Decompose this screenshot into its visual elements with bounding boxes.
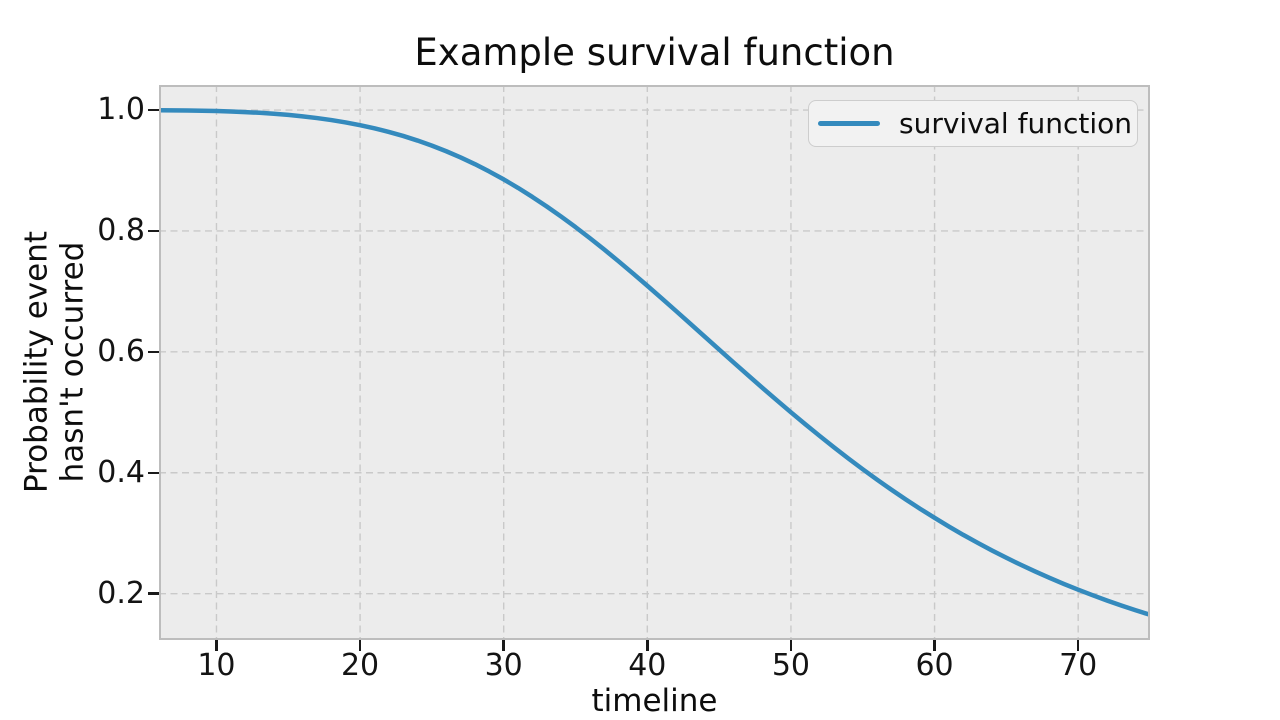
plot-area: survival function <box>159 85 1150 640</box>
x-tick-label: 20 <box>340 648 380 683</box>
y-tick-mark <box>148 471 159 474</box>
legend-label: survival function <box>899 107 1132 140</box>
plot-canvas <box>159 85 1150 640</box>
survival-curve <box>159 107 1150 618</box>
y-tick-mark <box>148 350 159 354</box>
legend-line-swatch <box>818 121 880 126</box>
x-tick-mark <box>933 640 936 651</box>
y-tick-label: 0.2 <box>97 575 145 611</box>
x-tick-mark <box>502 640 505 651</box>
x-tick-label: 40 <box>628 648 667 683</box>
y-tick-label: 0.8 <box>97 212 145 248</box>
x-tick-label: 70 <box>1059 648 1098 683</box>
y-tick-label: 0.4 <box>97 454 145 490</box>
y-tick-label: 0.6 <box>97 333 145 369</box>
x-tick-mark <box>646 640 649 651</box>
x-tick-label: 50 <box>771 648 811 683</box>
y-tick-mark <box>148 592 159 595</box>
axes-spine <box>159 85 1150 640</box>
legend: survival function <box>808 100 1138 147</box>
y-tick-label: 1.0 <box>97 92 145 128</box>
x-axis-label: timeline <box>591 683 718 719</box>
x-tick-mark <box>358 640 362 651</box>
x-tick-label: 60 <box>915 648 954 683</box>
x-tick-mark <box>789 640 793 651</box>
x-tick-mark <box>215 640 218 651</box>
x-tick-label: 30 <box>484 648 523 683</box>
y-tick-mark <box>148 108 159 112</box>
chart-title: Example survival function <box>414 31 895 74</box>
x-tick-mark <box>1076 640 1080 651</box>
x-tick-label: 10 <box>197 648 236 683</box>
y-tick-mark <box>148 229 159 233</box>
